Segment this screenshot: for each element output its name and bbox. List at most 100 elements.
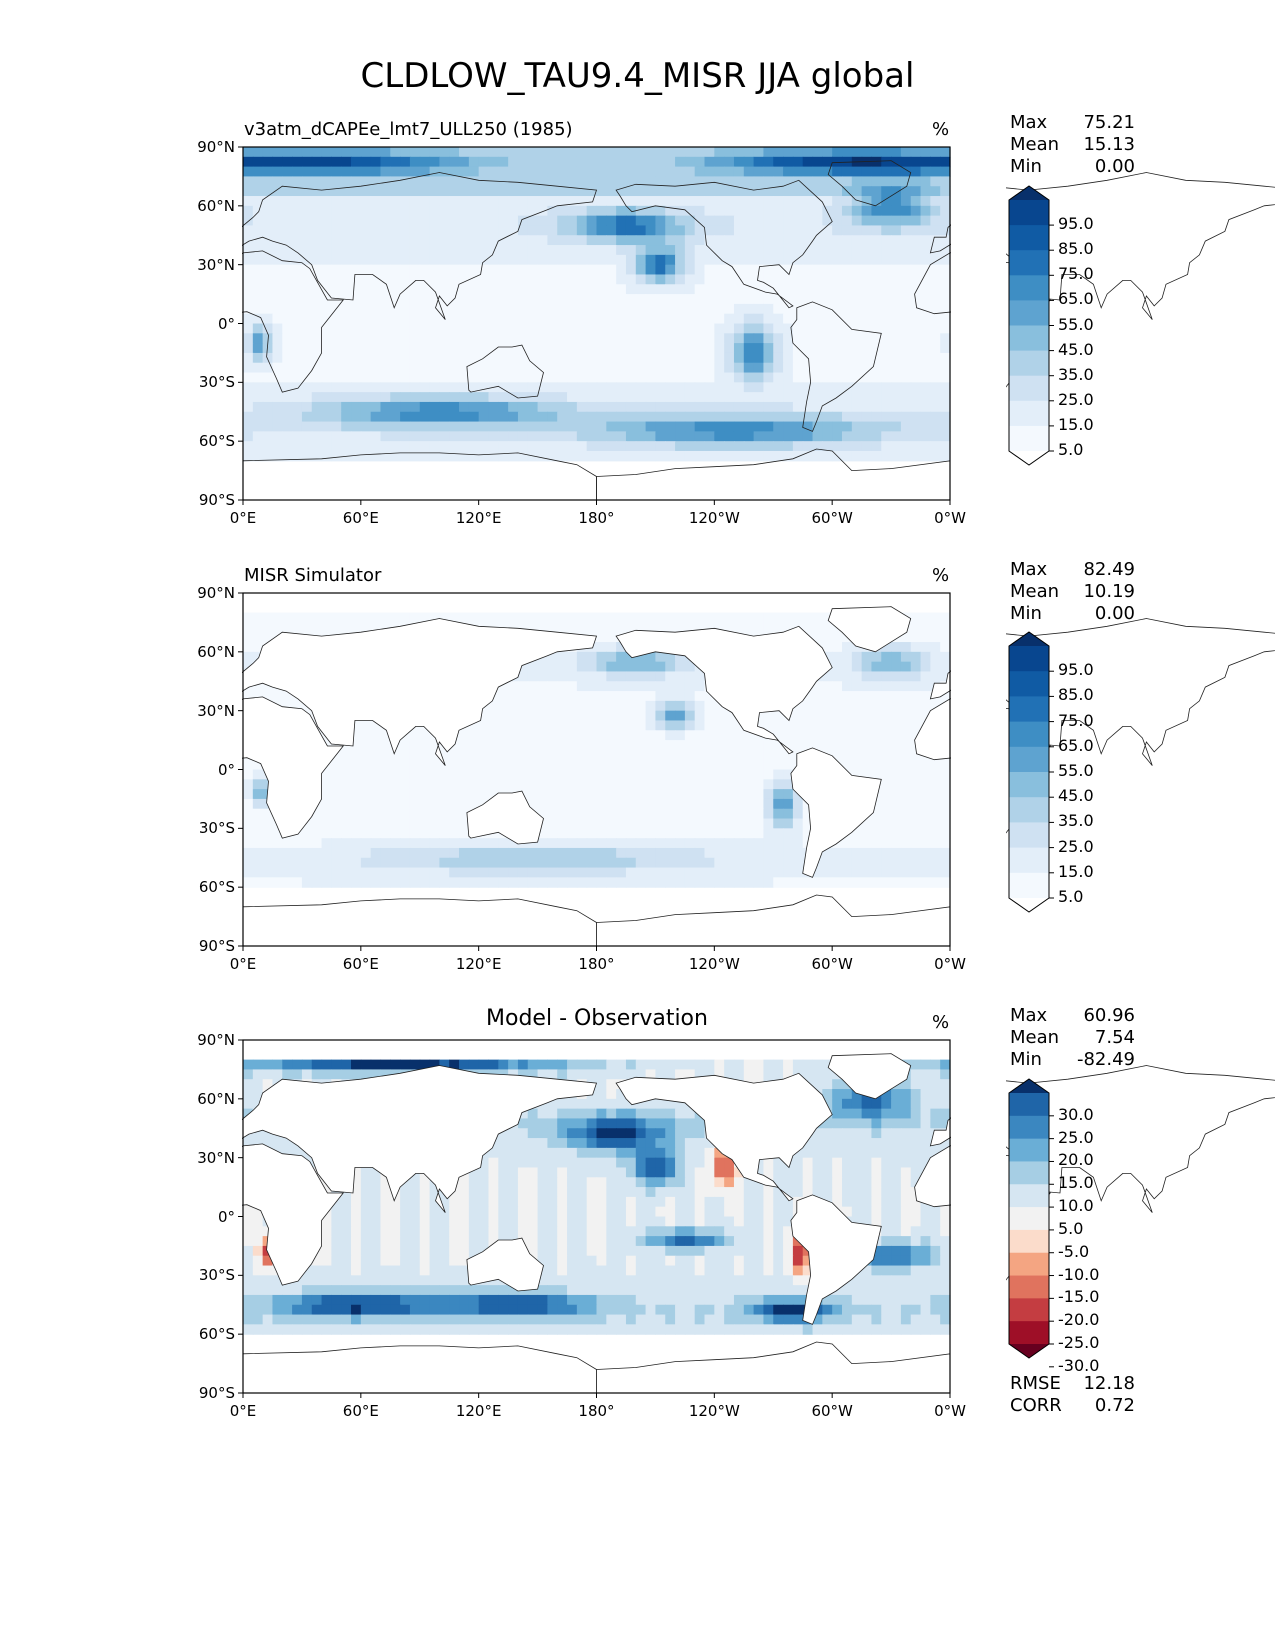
field-cell (802, 450, 814, 462)
field-cell (243, 196, 254, 207)
field-cell (724, 294, 735, 305)
field-cell (881, 450, 892, 462)
field-cell (508, 372, 519, 383)
field-cell (920, 818, 931, 829)
field-cell (606, 671, 617, 682)
field-cell (449, 166, 460, 178)
field-cell (763, 284, 774, 295)
field-cell (743, 818, 755, 829)
field-cell (714, 431, 725, 442)
field-cell (439, 401, 450, 413)
field-cell (832, 1098, 843, 1110)
field-cell (900, 779, 912, 790)
field-cell (822, 264, 833, 276)
field-cell (567, 857, 578, 869)
field-cell (694, 730, 706, 741)
field-cell (576, 877, 588, 888)
field-cell (292, 196, 303, 207)
field-cell (920, 392, 931, 403)
field-cell (282, 857, 293, 869)
field-cell (586, 740, 598, 751)
field-cell (802, 431, 814, 442)
field-cell (714, 612, 725, 624)
field-cell (370, 450, 382, 462)
field-cell (812, 372, 823, 383)
field-cell (606, 411, 617, 423)
field-cell (370, 847, 382, 859)
field-cell (243, 294, 254, 305)
field-cell (891, 818, 902, 829)
field-cell (331, 828, 342, 839)
field-cell (331, 274, 342, 285)
field-cell (822, 274, 833, 285)
field-cell (930, 186, 941, 197)
field-cell (724, 730, 735, 741)
field-cell (881, 661, 892, 673)
field-cell (301, 254, 313, 266)
field-cell (920, 411, 931, 423)
field-cell (733, 303, 745, 315)
field-cell (400, 303, 411, 315)
field-cell (920, 1098, 931, 1110)
field-cell (606, 264, 617, 276)
field-cell (665, 333, 676, 344)
field-cell (645, 264, 657, 276)
field-cell (841, 323, 853, 334)
field-cell (380, 156, 391, 168)
field-cell (783, 720, 794, 731)
field-cell (468, 441, 480, 452)
field-cell (802, 808, 814, 820)
field-cell (783, 235, 794, 246)
field-cell (390, 392, 401, 403)
field-cell (802, 877, 814, 888)
field-cell (812, 867, 823, 878)
field-cell (871, 441, 882, 452)
field-cell (459, 245, 470, 256)
field-cell (400, 798, 411, 810)
field-cell (773, 382, 784, 393)
field-cell (517, 156, 529, 168)
field-cell (272, 1059, 283, 1071)
field-cell (429, 372, 440, 383)
field-cell (449, 235, 460, 246)
field-cell (567, 215, 578, 227)
field-cell (832, 847, 843, 859)
field-cell (586, 867, 598, 878)
field-cell (596, 612, 607, 624)
field-cell (498, 323, 509, 334)
field-cell (910, 877, 922, 888)
field-cell (449, 245, 460, 256)
field-cell (380, 1059, 391, 1071)
field-cell (429, 147, 440, 158)
field-cell (773, 205, 784, 217)
field-cell (665, 411, 676, 423)
field-cell (282, 382, 293, 393)
field-cell (292, 700, 303, 712)
field-cell (802, 147, 814, 158)
field-cell (675, 196, 686, 207)
field-cell (547, 877, 558, 888)
field-cell (517, 1108, 529, 1120)
field-cell (733, 333, 745, 344)
field-cell (675, 205, 686, 217)
field-cell (517, 323, 529, 334)
field-cell (292, 411, 303, 423)
field-cell (675, 857, 686, 869)
field-cell (321, 274, 332, 285)
field-cell (301, 225, 313, 236)
colorbar-segment (1009, 250, 1049, 276)
field-cell (940, 1059, 951, 1071)
field-cell (351, 789, 362, 800)
field-cell (832, 867, 843, 878)
field-cell (891, 411, 902, 423)
field-cell (449, 343, 460, 354)
field-cell (419, 877, 431, 888)
field-cell (576, 1098, 588, 1110)
field-cell (360, 779, 372, 790)
field-cell (743, 1069, 755, 1080)
field-cell (625, 867, 637, 878)
field-cell (812, 681, 823, 692)
field-cell (390, 877, 401, 888)
field-cell (930, 700, 941, 712)
field-cell (292, 343, 303, 354)
